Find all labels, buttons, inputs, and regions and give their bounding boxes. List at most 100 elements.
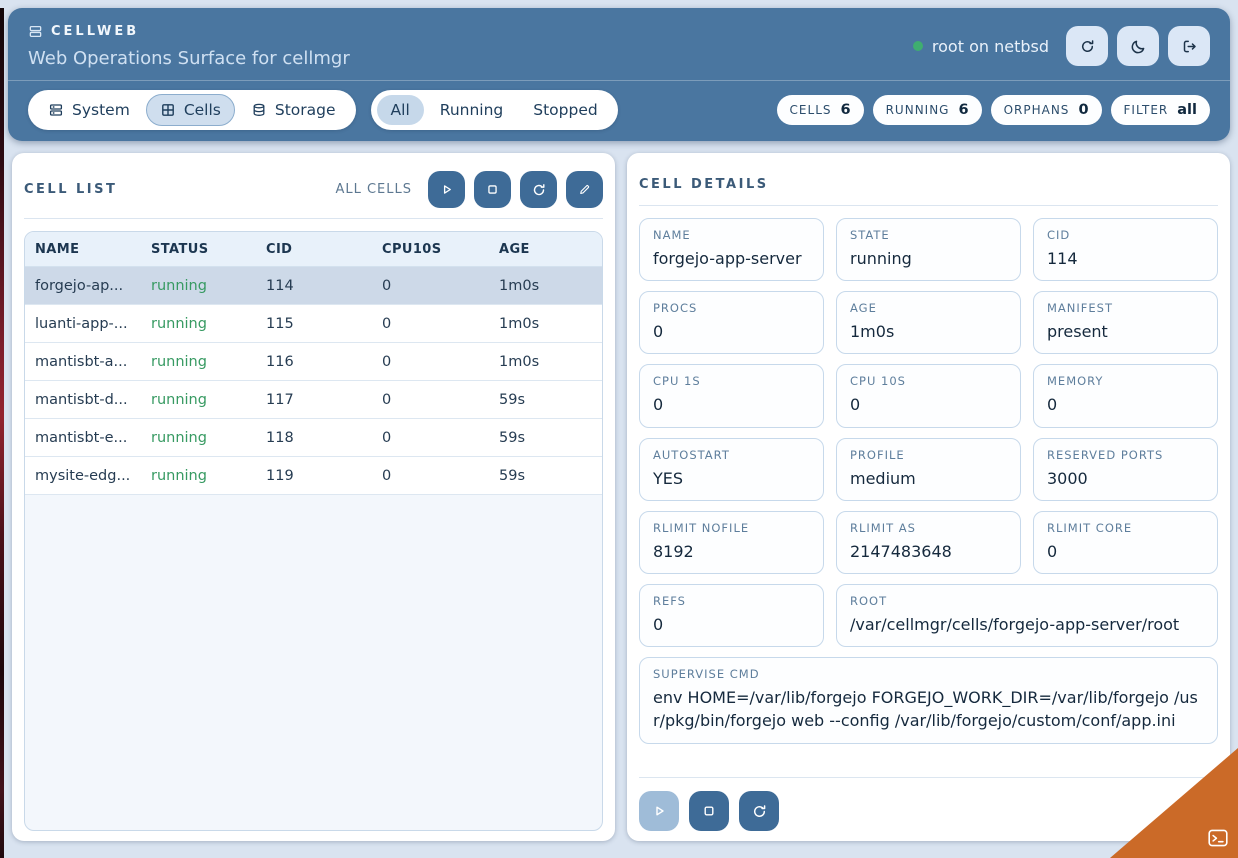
theme-toggle-button[interactable] bbox=[1117, 26, 1159, 66]
refresh-icon bbox=[751, 803, 768, 820]
table-row[interactable]: mantisbt-d... running 117 0 59s bbox=[25, 381, 602, 419]
table-row[interactable]: mantisbt-e... running 118 0 59s bbox=[25, 419, 602, 457]
badge-filter-value: all bbox=[1177, 102, 1197, 118]
field-root: ROOT /var/cellmgr/cells/forgejo-app-serv… bbox=[836, 583, 1218, 648]
filter-stopped[interactable]: Stopped bbox=[519, 95, 611, 125]
field-value: 114 bbox=[1047, 249, 1078, 268]
cell-details-panel: CELL DETAILS NAME forgejo-app-server STA… bbox=[627, 153, 1230, 841]
logout-button[interactable] bbox=[1168, 26, 1210, 66]
stop-icon bbox=[485, 182, 500, 197]
cell-name: forgejo-ap... bbox=[35, 277, 124, 294]
tab-cells[interactable]: Cells bbox=[145, 94, 235, 126]
field-value: 0 bbox=[1047, 395, 1058, 415]
refresh-icon bbox=[1079, 38, 1096, 55]
field-value: 3000 bbox=[1047, 468, 1088, 488]
cell-name: mantisbt-e... bbox=[35, 429, 128, 446]
filter-running[interactable]: Running bbox=[426, 95, 518, 125]
cell-table: NAME STATUS CID CPU10S AGE forgejo-ap...… bbox=[24, 231, 603, 831]
status-badges: CELLS 6 RUNNING 6 ORPHANS 0 FILTER all bbox=[776, 95, 1210, 125]
start-all-button[interactable] bbox=[428, 171, 465, 208]
cell-name: luanti-app-... bbox=[35, 315, 128, 332]
field-supervise-cmd: SUPERVISE CMD env HOME=/var/lib/forgejo … bbox=[639, 657, 1218, 744]
app-subtitle: Web Operations Surface for cellmgr bbox=[28, 48, 350, 69]
pencil-icon bbox=[577, 182, 592, 197]
stop-cell-button[interactable] bbox=[689, 791, 729, 831]
start-cell-button[interactable] bbox=[639, 791, 679, 831]
play-icon bbox=[651, 803, 667, 819]
details-grid: NAME forgejo-app-server STATE running CI… bbox=[639, 218, 1218, 744]
cell-age: 59s bbox=[499, 429, 526, 446]
field-state: STATE running bbox=[836, 218, 1021, 282]
tab-system[interactable]: System bbox=[34, 94, 144, 126]
cell-cpu10s: 0 bbox=[382, 315, 392, 332]
table-row[interactable]: luanti-app-... running 115 0 1m0s bbox=[25, 305, 602, 343]
refresh-icon bbox=[531, 182, 547, 198]
cell-cpu10s: 0 bbox=[382, 467, 392, 484]
col-cpu10s: CPU10S bbox=[382, 242, 442, 257]
col-status: STATUS bbox=[151, 242, 209, 257]
field-rlimit-nofile: RLIMIT NOFILE 8192 bbox=[639, 510, 824, 574]
online-dot-icon bbox=[912, 41, 923, 51]
edit-button[interactable] bbox=[566, 171, 603, 208]
field-reserved-ports: RESERVED PORTS 3000 bbox=[1033, 437, 1218, 501]
database-icon bbox=[251, 102, 267, 118]
cell-name: mantisbt-a... bbox=[35, 353, 128, 370]
panel-divider bbox=[24, 218, 603, 219]
cell-cid: 116 bbox=[266, 353, 294, 370]
field-autostart: AUTOSTART YES bbox=[639, 437, 824, 501]
table-empty-area bbox=[25, 495, 602, 830]
field-value: YES bbox=[653, 468, 684, 488]
field-name: NAME forgejo-app-server bbox=[639, 218, 824, 282]
server-stack-icon bbox=[28, 24, 43, 39]
field-value: present bbox=[1047, 322, 1108, 342]
tab-storage[interactable]: Storage bbox=[237, 94, 350, 126]
stop-all-button[interactable] bbox=[474, 171, 511, 208]
refresh-button[interactable] bbox=[1066, 26, 1108, 66]
screen-edge-strip bbox=[0, 8, 4, 858]
cell-name: mysite-edg... bbox=[35, 467, 131, 484]
field-cid: CID 114 bbox=[1033, 218, 1218, 282]
logout-icon bbox=[1181, 38, 1198, 55]
badge-running-label: RUNNING bbox=[885, 103, 950, 117]
field-value: 8192 bbox=[653, 541, 694, 561]
field-label: AGE bbox=[850, 301, 877, 316]
badge-orphans-value: 0 bbox=[1078, 102, 1089, 118]
table-row[interactable]: mysite-edg... running 119 0 59s bbox=[25, 457, 602, 495]
cell-status: running bbox=[151, 391, 207, 408]
field-value: 0 bbox=[653, 395, 664, 415]
filter-all[interactable]: All bbox=[376, 95, 424, 125]
field-memory: MEMORY 0 bbox=[1033, 364, 1218, 428]
field-rlimit-core: RLIMIT CORE 0 bbox=[1033, 510, 1218, 574]
field-label: ROOT bbox=[850, 593, 888, 608]
field-label: RLIMIT NOFILE bbox=[653, 520, 750, 535]
col-age: AGE bbox=[499, 242, 530, 257]
table-row[interactable]: mantisbt-a... running 116 0 1m0s bbox=[25, 343, 602, 381]
cell-cid: 114 bbox=[266, 277, 294, 294]
refresh-list-button[interactable] bbox=[520, 171, 557, 208]
restart-cell-button[interactable] bbox=[739, 791, 779, 831]
cell-cid: 115 bbox=[266, 315, 294, 332]
cell-age: 1m0s bbox=[499, 277, 540, 294]
cell-name: mantisbt-d... bbox=[35, 391, 128, 408]
badge-orphans: ORPHANS 0 bbox=[990, 95, 1102, 125]
section-nav: System Cells bbox=[28, 90, 356, 130]
cell-list-panel: CELL LIST ALL CELLS bbox=[12, 153, 615, 841]
field-value: 1m0s bbox=[850, 322, 895, 342]
cell-cpu10s: 0 bbox=[382, 429, 392, 446]
system-icon bbox=[48, 102, 64, 118]
cell-cid: 119 bbox=[266, 467, 294, 484]
badge-cells-value: 6 bbox=[840, 102, 851, 118]
field-value: 0 bbox=[1047, 541, 1058, 561]
stop-icon bbox=[701, 803, 717, 819]
field-cpu1s: CPU 1S 0 bbox=[639, 364, 824, 428]
cell-details-title: CELL DETAILS bbox=[639, 176, 769, 192]
field-cpu10s: CPU 10S 0 bbox=[836, 364, 1021, 428]
table-row[interactable]: forgejo-ap... running 114 0 1m0s bbox=[25, 267, 602, 305]
top-bar: CELLWEB Web Operations Surface for cellm… bbox=[8, 8, 1230, 141]
field-label: MEMORY bbox=[1047, 374, 1104, 389]
field-value: forgejo-app-server bbox=[653, 249, 802, 268]
play-icon bbox=[439, 182, 454, 197]
cell-age: 1m0s bbox=[499, 315, 540, 332]
terminal-icon bbox=[1207, 827, 1229, 849]
panel-divider bbox=[639, 205, 1218, 206]
